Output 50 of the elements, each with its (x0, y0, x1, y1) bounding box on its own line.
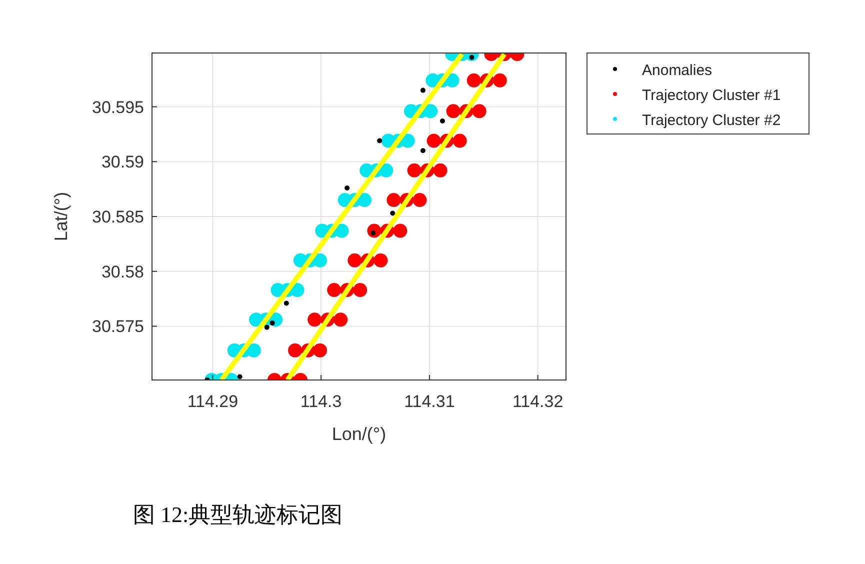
y-tick-label: 30.585 (92, 208, 144, 226)
point (412, 193, 427, 208)
point (327, 283, 342, 298)
x-tick-label: 114.29 (187, 392, 238, 411)
y-axis-title: Lat/(°) (51, 192, 71, 242)
point (440, 118, 445, 124)
point (264, 324, 270, 330)
point (237, 374, 242, 380)
point (393, 224, 408, 238)
point (407, 163, 422, 178)
x-tick-label: 114.3 (300, 392, 342, 411)
legend-label: Anomalies (642, 62, 712, 79)
y-tick-label: 30.58 (101, 262, 144, 282)
point (424, 104, 438, 118)
point (446, 104, 460, 118)
legend-label: Trajectory Cluster #1 (642, 87, 781, 104)
point (379, 163, 394, 178)
legend-label: Trajectory Cluster #2 (642, 112, 781, 129)
point (386, 193, 401, 208)
y-tick-label: 30.595 (92, 98, 144, 117)
point (445, 73, 460, 88)
point (492, 73, 507, 88)
y-tick-label: 30.575 (92, 317, 144, 336)
point (472, 104, 486, 118)
caption: 图 12:典型轨迹标记图 (133, 502, 343, 527)
point (348, 253, 362, 268)
point (270, 320, 275, 326)
point (426, 134, 441, 148)
point (288, 343, 302, 358)
point (334, 224, 349, 238)
point (290, 283, 304, 298)
y-tick-label: 30.59 (101, 152, 144, 172)
point (308, 312, 322, 327)
point (334, 312, 348, 327)
point (353, 283, 368, 298)
x-axis-title: Lon/(°) (332, 424, 386, 444)
point (420, 148, 426, 154)
point (433, 163, 448, 178)
x-tick-label: 114.31 (404, 392, 455, 411)
point (400, 134, 415, 148)
point (374, 253, 388, 268)
x-tick-label: 114.32 (512, 392, 564, 411)
point (284, 300, 289, 306)
point (466, 73, 481, 88)
point (344, 185, 350, 190)
point (390, 210, 396, 216)
point (377, 138, 382, 144)
point (420, 88, 426, 93)
point (452, 134, 467, 148)
point (312, 343, 327, 358)
